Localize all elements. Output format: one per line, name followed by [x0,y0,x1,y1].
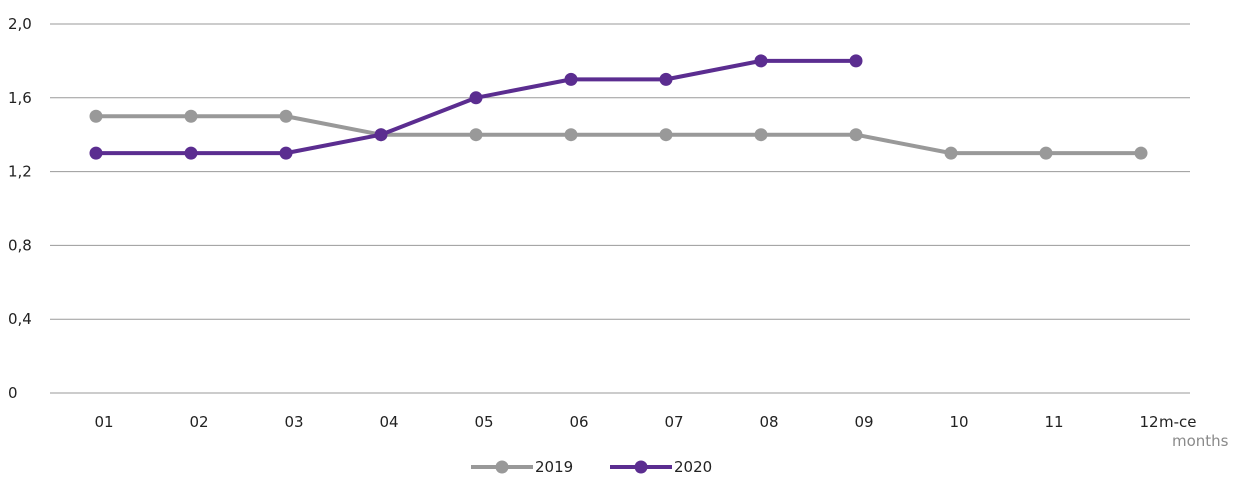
y-tick-label: 0 [8,384,18,402]
data-point [754,128,768,142]
legend-label: 2020 [674,458,712,476]
data-point [469,91,483,105]
legend-swatch-marker [634,460,648,474]
x-tick-label: 03 [284,413,303,431]
x-tick-label: 11 [1044,413,1063,431]
x-axis-label: m-ce [1159,413,1197,431]
data-point [564,72,578,86]
grid-lines [50,23,1190,394]
legend: 2019 2020 [471,458,712,476]
y-tick-label: 2,0 [8,15,32,33]
series-line [94,114,1143,156]
x-axis-ticks: 01 02 03 04 05 06 07 08 09 10 11 12 [94,413,1158,431]
y-tick-label: 0,4 [8,310,32,328]
x-tick-label: 02 [189,413,208,431]
data-point [89,146,103,160]
x-tick-label: 08 [759,413,778,431]
y-axis-ticks: 0 0,4 0,8 1,2 1,6 2,0 [8,15,32,402]
data-point [659,128,673,142]
x-tick-label: 06 [569,413,588,431]
data-point [564,128,578,142]
y-tick-label: 1,2 [8,163,32,181]
x-tick-label: 07 [664,413,683,431]
series-2020 [89,54,863,160]
y-tick-label: 0,8 [8,236,32,254]
x-tick-label: 09 [854,413,873,431]
data-point [279,109,293,123]
y-tick-label: 1,6 [8,89,32,107]
data-point [469,128,483,142]
series-group [89,54,1148,160]
data-point [184,109,198,123]
data-point [89,109,103,123]
data-point [1039,146,1053,160]
legend-swatch-marker [495,460,509,474]
data-point [279,146,293,160]
data-point [1134,146,1148,160]
data-point [849,128,863,142]
x-tick-label: 10 [949,413,968,431]
data-point [184,146,198,160]
legend-item: 2019 [471,458,573,476]
legend-label: 2019 [535,458,573,476]
data-point [374,128,388,142]
data-point [944,146,958,160]
x-tick-label: 01 [94,413,113,431]
legend-item: 2020 [610,458,712,476]
data-point [659,72,673,86]
x-tick-label: 05 [474,413,493,431]
x-tick-label: 12 [1139,413,1158,431]
data-point [754,54,768,68]
x-axis-label-secondary: months [1172,432,1229,450]
data-point [849,54,863,68]
x-tick-label: 04 [379,413,398,431]
